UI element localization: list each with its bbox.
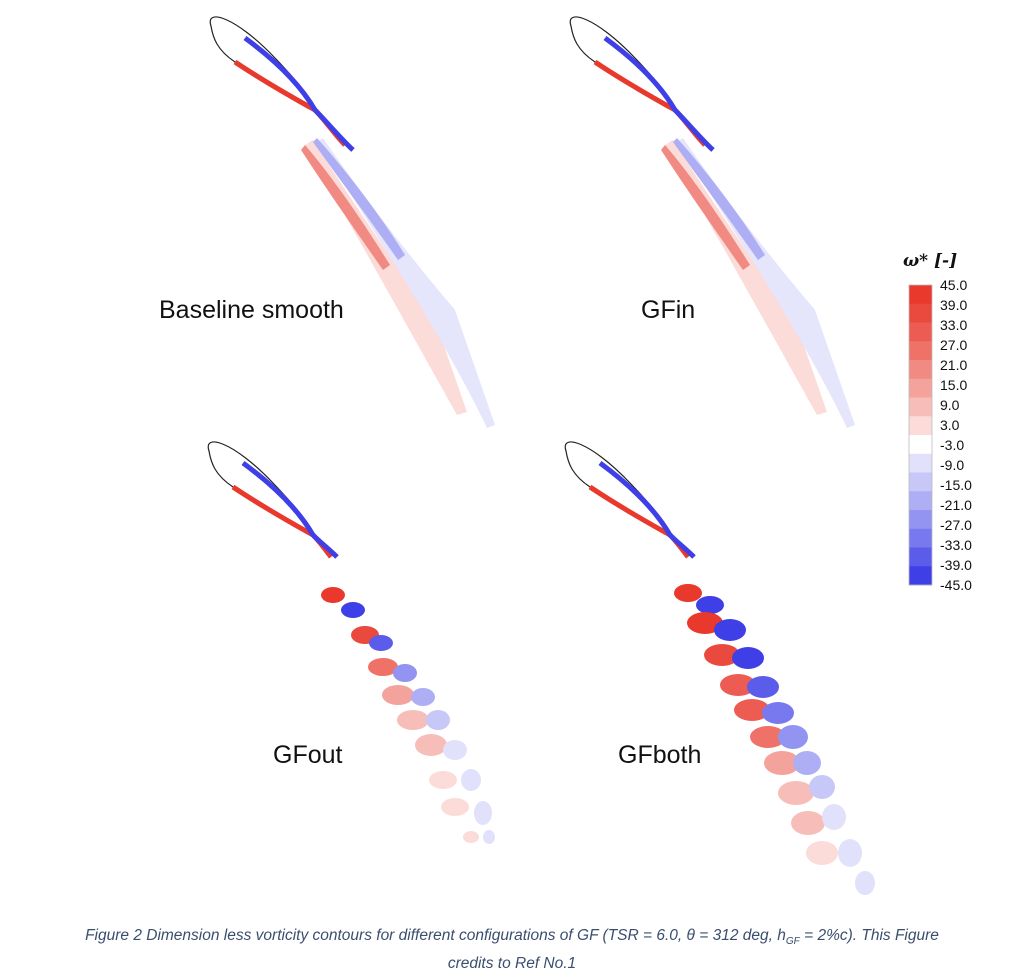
colorbar-tick-label: -9.0 bbox=[940, 457, 964, 473]
colorbar-tick-label: -15.0 bbox=[940, 477, 972, 493]
colorbar-tick-label: 27.0 bbox=[940, 337, 967, 353]
caption-subscript: GF bbox=[785, 936, 800, 948]
panel-gfout: GFout bbox=[207, 441, 495, 844]
colorbar-tick-label: -45.0 bbox=[940, 577, 972, 593]
colorbar-swatch bbox=[909, 397, 932, 417]
colorbar-swatch bbox=[909, 528, 932, 548]
colorbar-swatch bbox=[909, 566, 932, 586]
figure-caption: Figure 2 Dimension less vorticity contou… bbox=[0, 925, 1024, 975]
colorbar-swatch bbox=[909, 491, 932, 511]
colorbar-title: ω* [-] bbox=[903, 251, 957, 271]
colorbar-tick-label: -39.0 bbox=[940, 557, 972, 573]
wake-contour bbox=[661, 138, 855, 428]
colorbar-swatch bbox=[909, 285, 932, 305]
colorbar-tick-label: 15.0 bbox=[940, 377, 967, 393]
colorbar-ticks: 45.0 39.0 33.0 27.0 21.0 15.0 9.0 3.0 -3.0 -9.0 -1… bbox=[940, 277, 972, 593]
colorbar-swatch bbox=[909, 435, 932, 455]
colorbar-frame bbox=[908, 284, 933, 586]
colorbar-tick-label: -33.0 bbox=[940, 537, 972, 553]
panel-baseline-smooth: Baseline smooth bbox=[159, 16, 495, 428]
colorbar-swatch bbox=[909, 322, 932, 342]
panel-label: GFout bbox=[273, 741, 343, 769]
colorbar-swatch bbox=[909, 510, 932, 530]
wake-vortices bbox=[321, 587, 495, 844]
colorbar-tick-label: 33.0 bbox=[940, 317, 967, 333]
colorbar-tick-label: 3.0 bbox=[940, 417, 960, 433]
panel-label: Baseline smooth bbox=[159, 296, 344, 324]
colorbar-swatch bbox=[909, 378, 932, 398]
colorbar-tick-label: 9.0 bbox=[940, 397, 960, 413]
colorbar-swatch bbox=[909, 341, 932, 361]
colorbar: ω* [-] 45.0 39.0 33.0 27.0 21.0 15.0 9.0 3.0 -3.… bbox=[903, 251, 972, 593]
panel-gfin: GFin bbox=[569, 16, 855, 428]
colorbar-swatch bbox=[909, 416, 932, 436]
colorbar-swatch bbox=[909, 360, 932, 380]
caption-line1-pre: Figure 2 Dimension less vorticity contou… bbox=[85, 927, 786, 944]
airfoil bbox=[209, 16, 355, 152]
colorbar-swatch bbox=[909, 453, 932, 473]
colorbar-tick-label: 39.0 bbox=[940, 297, 967, 313]
airfoil bbox=[564, 441, 696, 559]
colorbar-tick-label: 45.0 bbox=[940, 277, 967, 293]
colorbar-tick-label: -21.0 bbox=[940, 497, 972, 513]
colorbar-swatches bbox=[909, 285, 932, 586]
panel-label: GFin bbox=[641, 296, 695, 324]
caption-line1-post: = 2%c). This Figure bbox=[799, 927, 939, 944]
panel-gfboth: GFboth bbox=[564, 441, 875, 895]
wake-contour bbox=[301, 138, 495, 428]
colorbar-tick-label: -3.0 bbox=[940, 437, 964, 453]
colorbar-swatch bbox=[909, 472, 932, 492]
colorbar-tick-label: 21.0 bbox=[940, 357, 967, 373]
caption-line2: credits to Ref No.1 bbox=[447, 955, 577, 973]
colorbar-swatch bbox=[909, 547, 932, 567]
panel-label: GFboth bbox=[618, 741, 701, 769]
wake-vortices bbox=[674, 584, 875, 895]
colorbar-tick-label: -27.0 bbox=[940, 517, 972, 533]
colorbar-swatch bbox=[909, 303, 932, 323]
vorticity-figure: Baseline smooth GFin bbox=[159, 16, 972, 895]
airfoil bbox=[207, 441, 339, 559]
airfoil bbox=[569, 16, 715, 152]
